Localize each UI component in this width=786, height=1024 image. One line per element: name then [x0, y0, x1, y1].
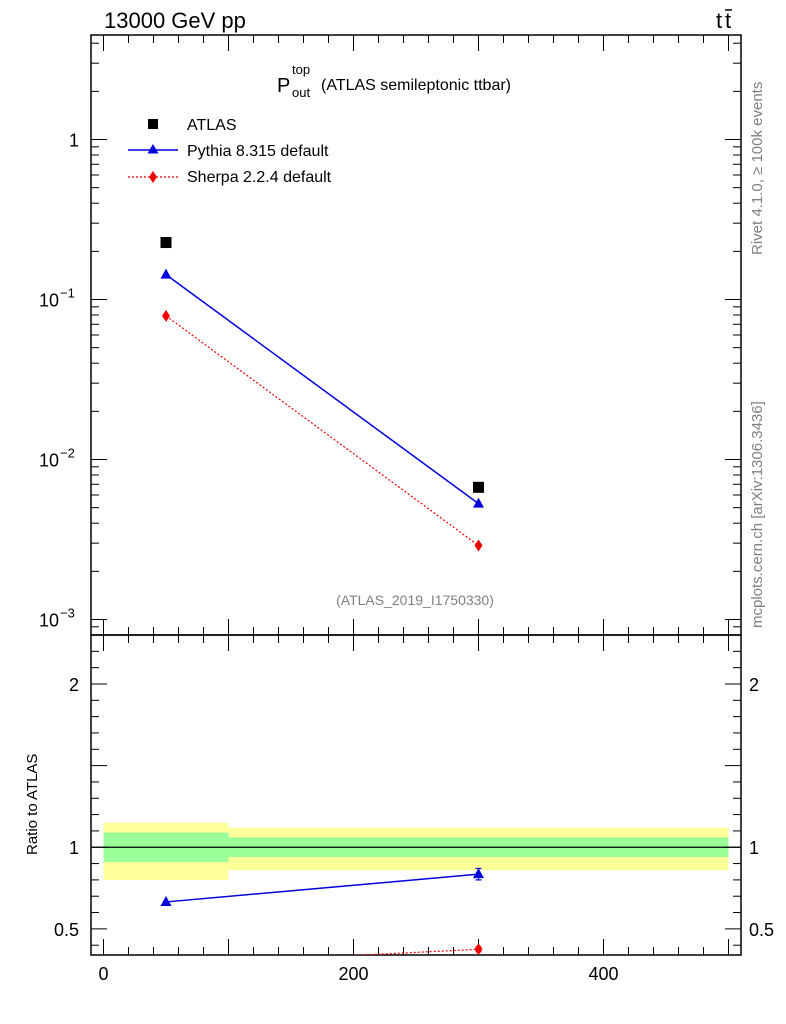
- main-y-tick-label: 10: [39, 451, 59, 471]
- ratio-point-triangle: [160, 895, 172, 906]
- ratio-y-tick-label-right: 0.5: [749, 920, 774, 940]
- x-tick-label: 200: [338, 964, 368, 984]
- svg-text:P: P: [277, 75, 290, 97]
- ratio-uncertainty-bands: [103, 822, 729, 880]
- svg-text:t: t: [716, 8, 722, 33]
- svg-text:(ATLAS semileptonic ttbar): (ATLAS semileptonic ttbar): [321, 77, 511, 94]
- main-y-tick-label: 10: [39, 610, 59, 630]
- main-y-tick-exponent: −3: [60, 605, 75, 620]
- legend-pythia-label: Pythia 8.315 default: [187, 143, 329, 160]
- main-point-square: [160, 237, 172, 249]
- x-tick-label: 400: [588, 964, 618, 984]
- ratio-y-tick-label: 0.5: [54, 920, 79, 940]
- ratio-point-diamond: [162, 959, 170, 971]
- x-axis: 0 200 400: [98, 35, 729, 984]
- mcplots-label: mcplots.cern.ch [arXiv:1306.3436]: [749, 401, 766, 628]
- legend-atlas-label: ATLAS: [187, 117, 237, 134]
- legend-atlas-marker: [148, 119, 158, 129]
- ratio-line-triangle: [165, 873, 479, 903]
- x-tick-label: 0: [98, 964, 108, 984]
- header-process-label: t t: [716, 8, 732, 33]
- legend-sherpa-marker: [149, 171, 157, 183]
- ratio-line-diamond: [351, 948, 479, 955]
- main-point-triangle: [160, 268, 172, 279]
- main-plot-data: [160, 237, 484, 552]
- svg-text:top: top: [292, 62, 310, 77]
- main-point-diamond: [162, 309, 170, 322]
- legend: ATLAS Pythia 8.315 default Sherpa 2.2.4 …: [128, 117, 332, 186]
- main-y-tick-label: 10: [39, 291, 59, 311]
- rivet-version-label: Rivet 4.1.0, ≥ 100k events: [749, 82, 766, 255]
- main-y-tick-exponent: −1: [60, 286, 75, 301]
- main-line-diamond: [165, 315, 479, 546]
- main-y-tick-label: 1: [69, 131, 79, 151]
- ratio-y-tick-label-right: 1: [749, 838, 759, 858]
- main-y-axis: 110−110−210−3: [39, 42, 741, 636]
- main-point-triangle: [473, 497, 484, 508]
- ratio-plot-data: [160, 867, 484, 971]
- ratio-y-axis-label: Ratio to ATLAS: [24, 754, 41, 855]
- ratio-plot-frame: [90, 634, 742, 956]
- svg-text:out: out: [292, 85, 310, 100]
- legend-sherpa-label: Sherpa 2.2.4 default: [187, 169, 332, 186]
- svg-text:t: t: [725, 8, 731, 33]
- main-point-diamond: [474, 539, 483, 552]
- main-point-square: [473, 481, 484, 493]
- ratio-y-tick-label-right: 2: [749, 675, 759, 695]
- header-energy-label: 13000 GeV pp: [104, 8, 246, 33]
- ratio-y-tick-label: 2: [69, 675, 79, 695]
- main-y-tick-exponent: −2: [60, 446, 75, 461]
- analysis-id-label: (ATLAS_2019_I1750330): [336, 592, 494, 608]
- legend-pythia-marker: [147, 144, 159, 154]
- main-line-triangle: [165, 274, 479, 505]
- ratio-point-diamond: [474, 943, 483, 955]
- ratio-y-tick-label: 1: [69, 838, 79, 858]
- plot-title: P top out (ATLAS semileptonic ttbar): [277, 62, 511, 100]
- ratio-point-triangle: [473, 868, 484, 879]
- ratio-y-axis: 0.5 0.5 1 1 2 2: [54, 634, 774, 946]
